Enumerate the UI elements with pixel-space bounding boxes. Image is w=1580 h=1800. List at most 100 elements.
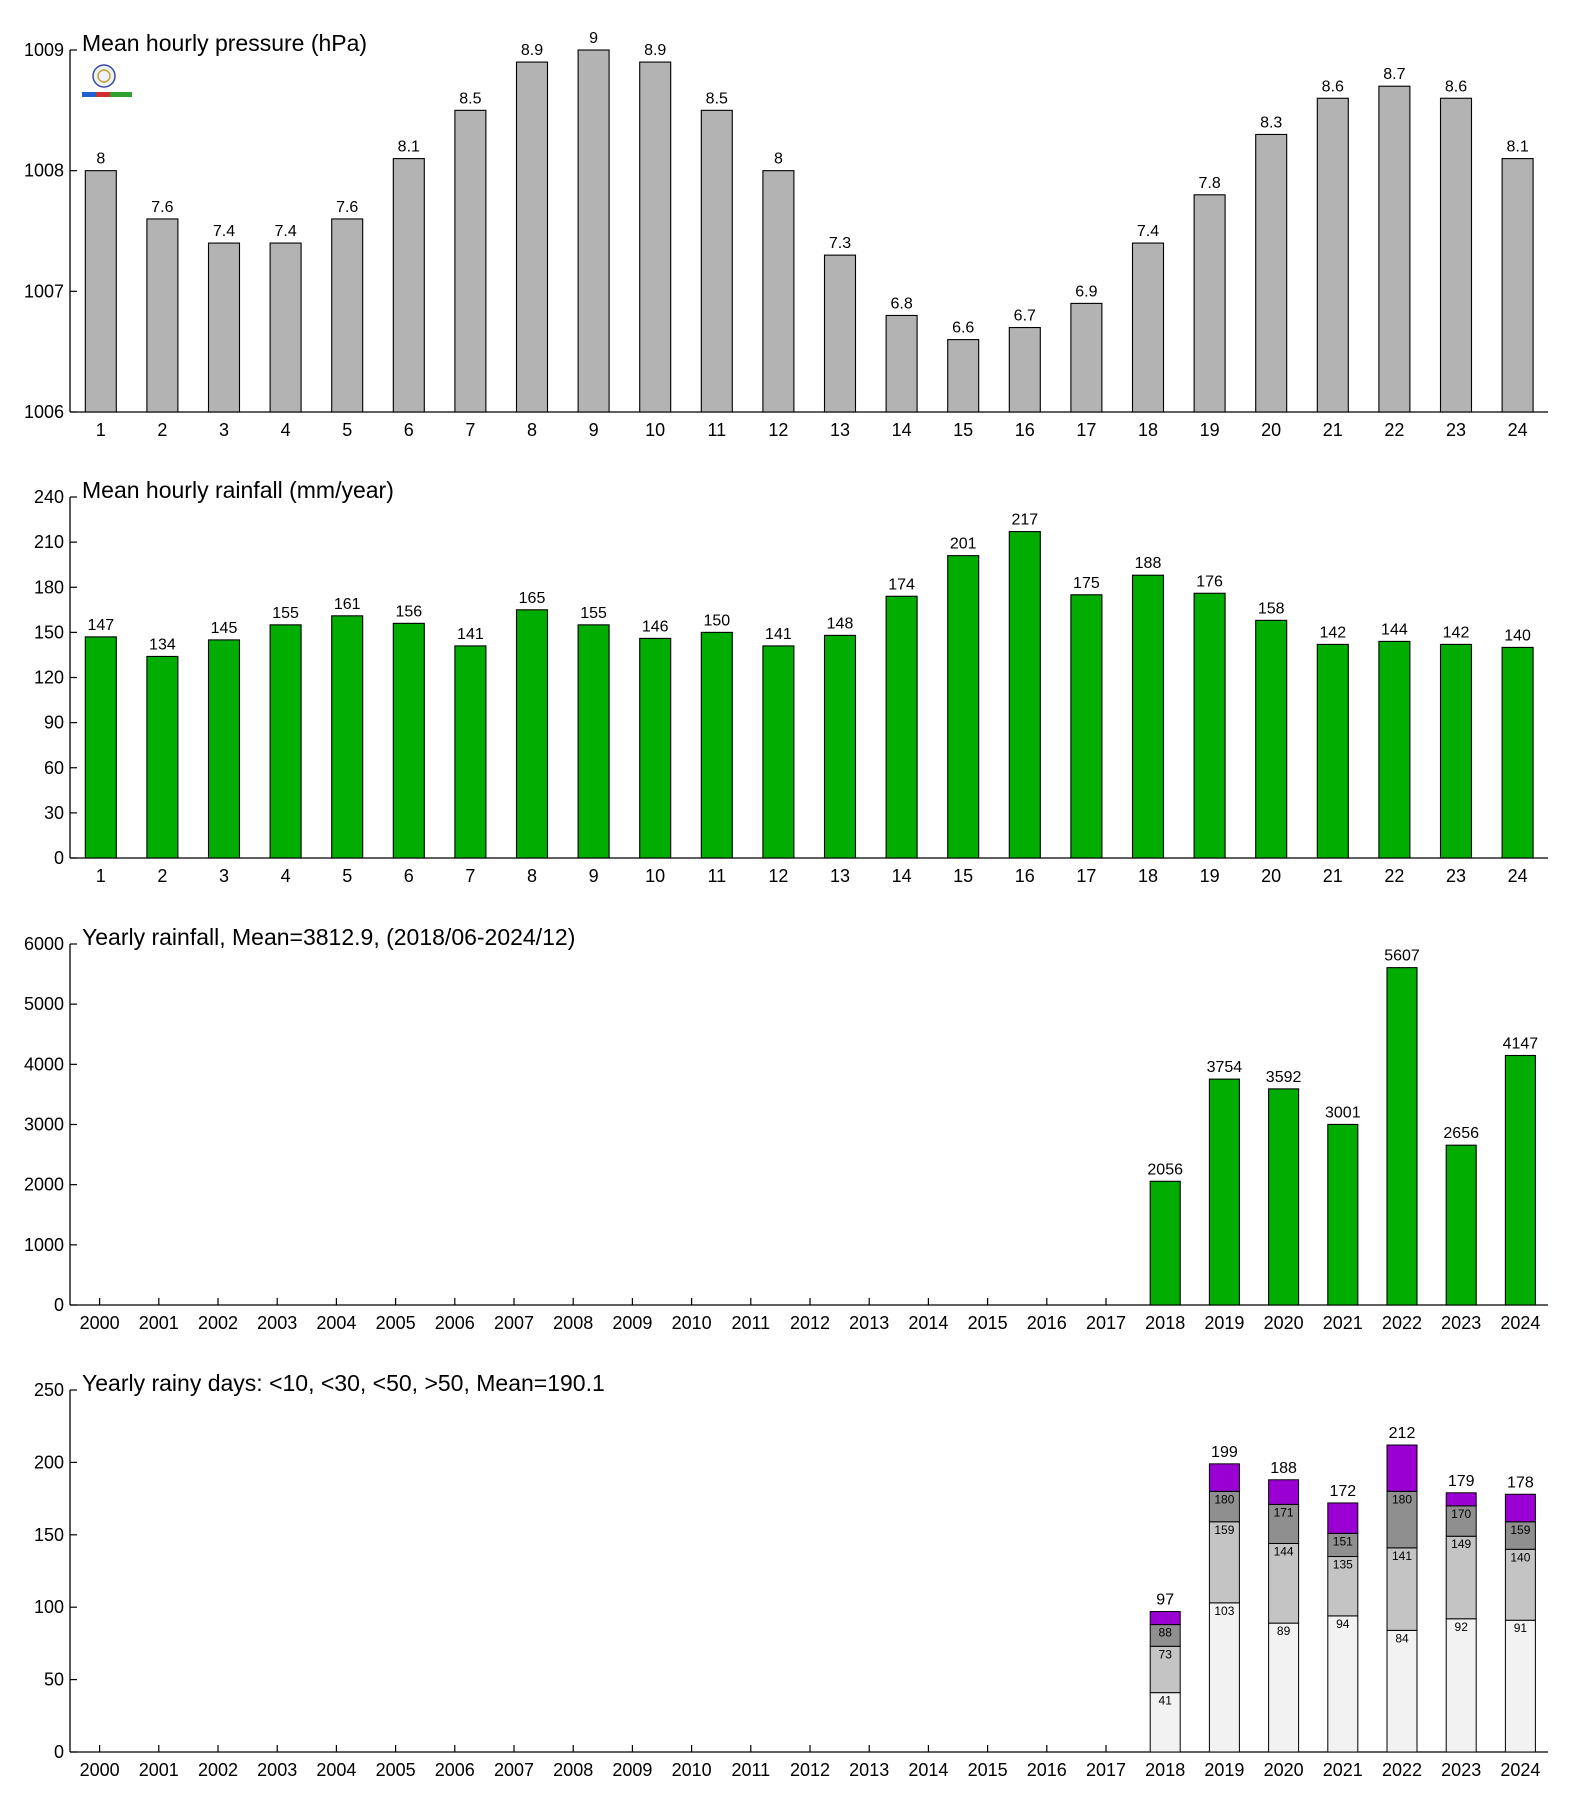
x-tick-label: 8 — [527, 866, 537, 886]
bar — [1208, 1078, 1240, 1306]
bar-value-label: 141 — [457, 626, 484, 643]
bar — [1501, 158, 1534, 413]
bar — [515, 609, 549, 859]
y-tick-label: 210 — [34, 532, 64, 552]
x-tick-label: 6 — [404, 866, 414, 886]
x-tick-label: 12 — [768, 866, 788, 886]
y-tick-label: 3000 — [24, 1115, 64, 1135]
bar — [823, 254, 857, 413]
segment-label-lt10: 41 — [1159, 1694, 1173, 1708]
x-tick-label: 10 — [645, 420, 665, 440]
bar — [947, 555, 980, 859]
y-tick-label: 0 — [54, 1742, 64, 1762]
x-tick-label: 18 — [1138, 866, 1158, 886]
segment-lt10 — [1208, 1602, 1240, 1753]
bar-value-label: 7.8 — [1198, 175, 1220, 192]
chart-title: Mean hourly rainfall (mm/year) — [82, 477, 394, 503]
x-tick-label: 2011 — [731, 1313, 770, 1333]
bar — [885, 595, 918, 859]
bar — [331, 218, 364, 413]
segment-label-lt10: 92 — [1455, 1620, 1469, 1634]
segment-lt10 — [1386, 1629, 1418, 1753]
chart-panel-1: Mean hourly pressure (hPa) 1006 1007 1008 10… — [24, 30, 1548, 440]
segment-gt50 — [1208, 1463, 1240, 1492]
segment-lt30 — [1386, 1547, 1418, 1631]
x-tick-label: 2008 — [553, 1313, 593, 1333]
segment-lt30 — [1149, 1645, 1181, 1694]
segment-label-lt50: 180 — [1392, 1492, 1412, 1506]
bar — [885, 314, 918, 413]
y-tick-label: 50 — [44, 1670, 64, 1690]
bar-value-label: 156 — [395, 603, 422, 620]
bar — [1327, 1123, 1359, 1306]
x-tick-label: 2001 — [139, 1760, 179, 1780]
x-tick-label: 2 — [157, 866, 167, 886]
bar-value-label: 2056 — [1147, 1161, 1183, 1178]
bar-value-label: 7.4 — [1137, 223, 1159, 240]
bar-total-label: 188 — [1270, 1460, 1297, 1477]
bar-value-label: 6.6 — [952, 320, 974, 337]
bar — [392, 622, 425, 859]
bar — [1439, 643, 1473, 859]
bar — [1193, 592, 1226, 859]
bar-total-label: 199 — [1211, 1444, 1238, 1461]
bar-value-label: 7.3 — [829, 235, 851, 252]
x-tick-label: 2021 — [1323, 1760, 1363, 1780]
segment-gt50 — [1149, 1611, 1181, 1626]
bar-value-label: 8.7 — [1383, 66, 1405, 83]
x-tick-label: 2017 — [1086, 1313, 1126, 1333]
bar — [146, 655, 179, 859]
bar — [392, 158, 425, 413]
segment-label-lt10: 94 — [1336, 1617, 1350, 1631]
segment-label-lt10: 91 — [1514, 1621, 1528, 1635]
bar — [515, 61, 549, 413]
bar-value-label: 8.5 — [459, 90, 481, 107]
bar-value-label: 134 — [149, 636, 176, 653]
x-tick-label: 2012 — [790, 1760, 830, 1780]
bar — [84, 170, 117, 413]
bar-value-label: 188 — [1135, 555, 1162, 572]
x-tick-label: 2005 — [376, 1760, 416, 1780]
x-tick-label: 2002 — [198, 1760, 238, 1780]
x-tick-label: 11 — [707, 866, 726, 886]
bar — [146, 218, 179, 413]
bar — [1008, 531, 1041, 859]
bar — [700, 109, 733, 413]
x-tick-label: 2023 — [1441, 1313, 1481, 1333]
x-tick-label: 16 — [1015, 866, 1035, 886]
x-tick-label: 7 — [465, 420, 475, 440]
bar — [84, 636, 117, 859]
x-tick-label: 2001 — [139, 1313, 179, 1333]
y-tick-label: 6000 — [24, 934, 64, 954]
segment-gt50 — [1386, 1444, 1418, 1492]
bar-value-label: 146 — [642, 618, 669, 635]
bar — [1439, 97, 1473, 413]
x-tick-label: 3 — [219, 866, 229, 886]
segment-lt10 — [1504, 1619, 1536, 1753]
x-tick-label: 2012 — [790, 1313, 830, 1333]
bar-total-label: 172 — [1329, 1483, 1356, 1500]
x-tick-label: 4 — [281, 420, 291, 440]
x-tick-label: 2019 — [1204, 1313, 1244, 1333]
bar-value-label: 155 — [580, 605, 607, 622]
segment-label-lt50: 159 — [1510, 1523, 1530, 1537]
bar-value-label: 158 — [1258, 600, 1285, 617]
x-tick-label: 1 — [96, 866, 106, 886]
x-tick-label: 2007 — [494, 1760, 534, 1780]
bar-value-label: 147 — [87, 617, 114, 634]
bar-value-label: 148 — [827, 615, 854, 632]
bar-value-label: 140 — [1504, 627, 1531, 644]
bar-value-label: 8.5 — [706, 90, 728, 107]
x-tick-label: 20 — [1261, 866, 1281, 886]
bar — [577, 49, 610, 413]
x-tick-label: 17 — [1076, 420, 1096, 440]
bar-value-label: 174 — [888, 576, 915, 593]
bar — [823, 634, 857, 859]
x-tick-label: 2004 — [316, 1760, 356, 1780]
x-tick-label: 2015 — [968, 1760, 1008, 1780]
y-tick-label: 90 — [44, 713, 64, 733]
bar-value-label: 8.6 — [1445, 78, 1467, 95]
x-tick-label: 2014 — [908, 1313, 948, 1333]
bar-value-label: 8.9 — [521, 42, 543, 59]
bar-value-label: 144 — [1381, 621, 1408, 638]
